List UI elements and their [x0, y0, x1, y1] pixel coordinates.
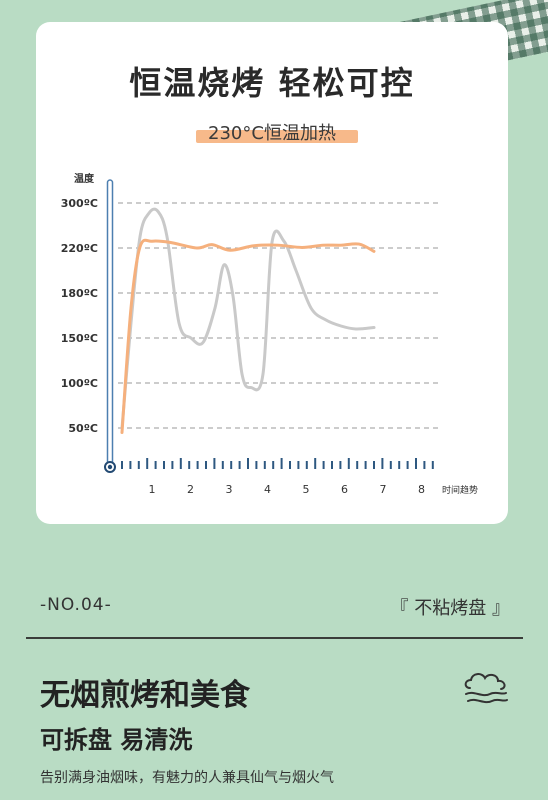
x-tick-label: 6 [341, 483, 348, 496]
axis-origin-dot [107, 464, 113, 470]
x-tick-label: 8 [418, 483, 425, 496]
chart-card: 恒温烧烤 轻松可控 230°C恒温加热 [36, 22, 508, 524]
description: 告别满身油烟味，有魅力的人兼具仙气与烟火气 [40, 770, 334, 786]
section-divider [26, 637, 523, 639]
x-tick-label: 2 [187, 483, 194, 496]
y-tick-label: 220ºC [61, 242, 98, 255]
y-axis-bar [106, 179, 114, 467]
x-tick-label: 7 [380, 483, 387, 496]
tag-highlight-bar [196, 130, 358, 143]
series-line [120, 238, 376, 434]
y-axis-title: 温度 [74, 172, 95, 185]
x-tick-label: 3 [226, 483, 233, 496]
headline: 无烟煎烤和美食 [40, 678, 250, 713]
x-tick-label: 1 [149, 483, 156, 496]
chart-labels: 300ºC 220ºC 180ºC 150ºC 100ºC 50ºC 温度 1 2 3 4 5 6 7 8 时… [61, 172, 478, 496]
series-line [120, 207, 376, 430]
subheadline: 可拆盘 易清洗 [40, 726, 193, 754]
temperature-chart: 300ºC 220ºC 180ºC 150ºC 100ºC 50ºC 温度 1 2 3 4 5 6 7 8 时… [61, 172, 478, 496]
x-tick-label: 4 [264, 483, 271, 496]
chart-series [120, 207, 376, 434]
card-title: 恒温烧烤 轻松可控 [129, 64, 415, 102]
smoke-cloud-icon [464, 673, 508, 704]
y-tick-label: 100ºC [61, 377, 98, 390]
y-tick-label: 300ºC [61, 197, 98, 210]
x-tick-label: 5 [303, 483, 310, 496]
y-tick-label: 50ºC [68, 422, 98, 435]
y-tick-label: 150ºC [61, 332, 98, 345]
section-number: -NO.04- [40, 595, 112, 615]
chart-axes [104, 179, 434, 473]
x-axis-title: 时间趋势 [442, 484, 478, 496]
temperature-tag: 230°C恒温加热 [186, 118, 358, 146]
section-label: 『 不粘烤盘 』 [390, 598, 510, 619]
tag-text: 230°C恒温加热 [208, 123, 336, 144]
y-tick-label: 180ºC [61, 287, 98, 300]
